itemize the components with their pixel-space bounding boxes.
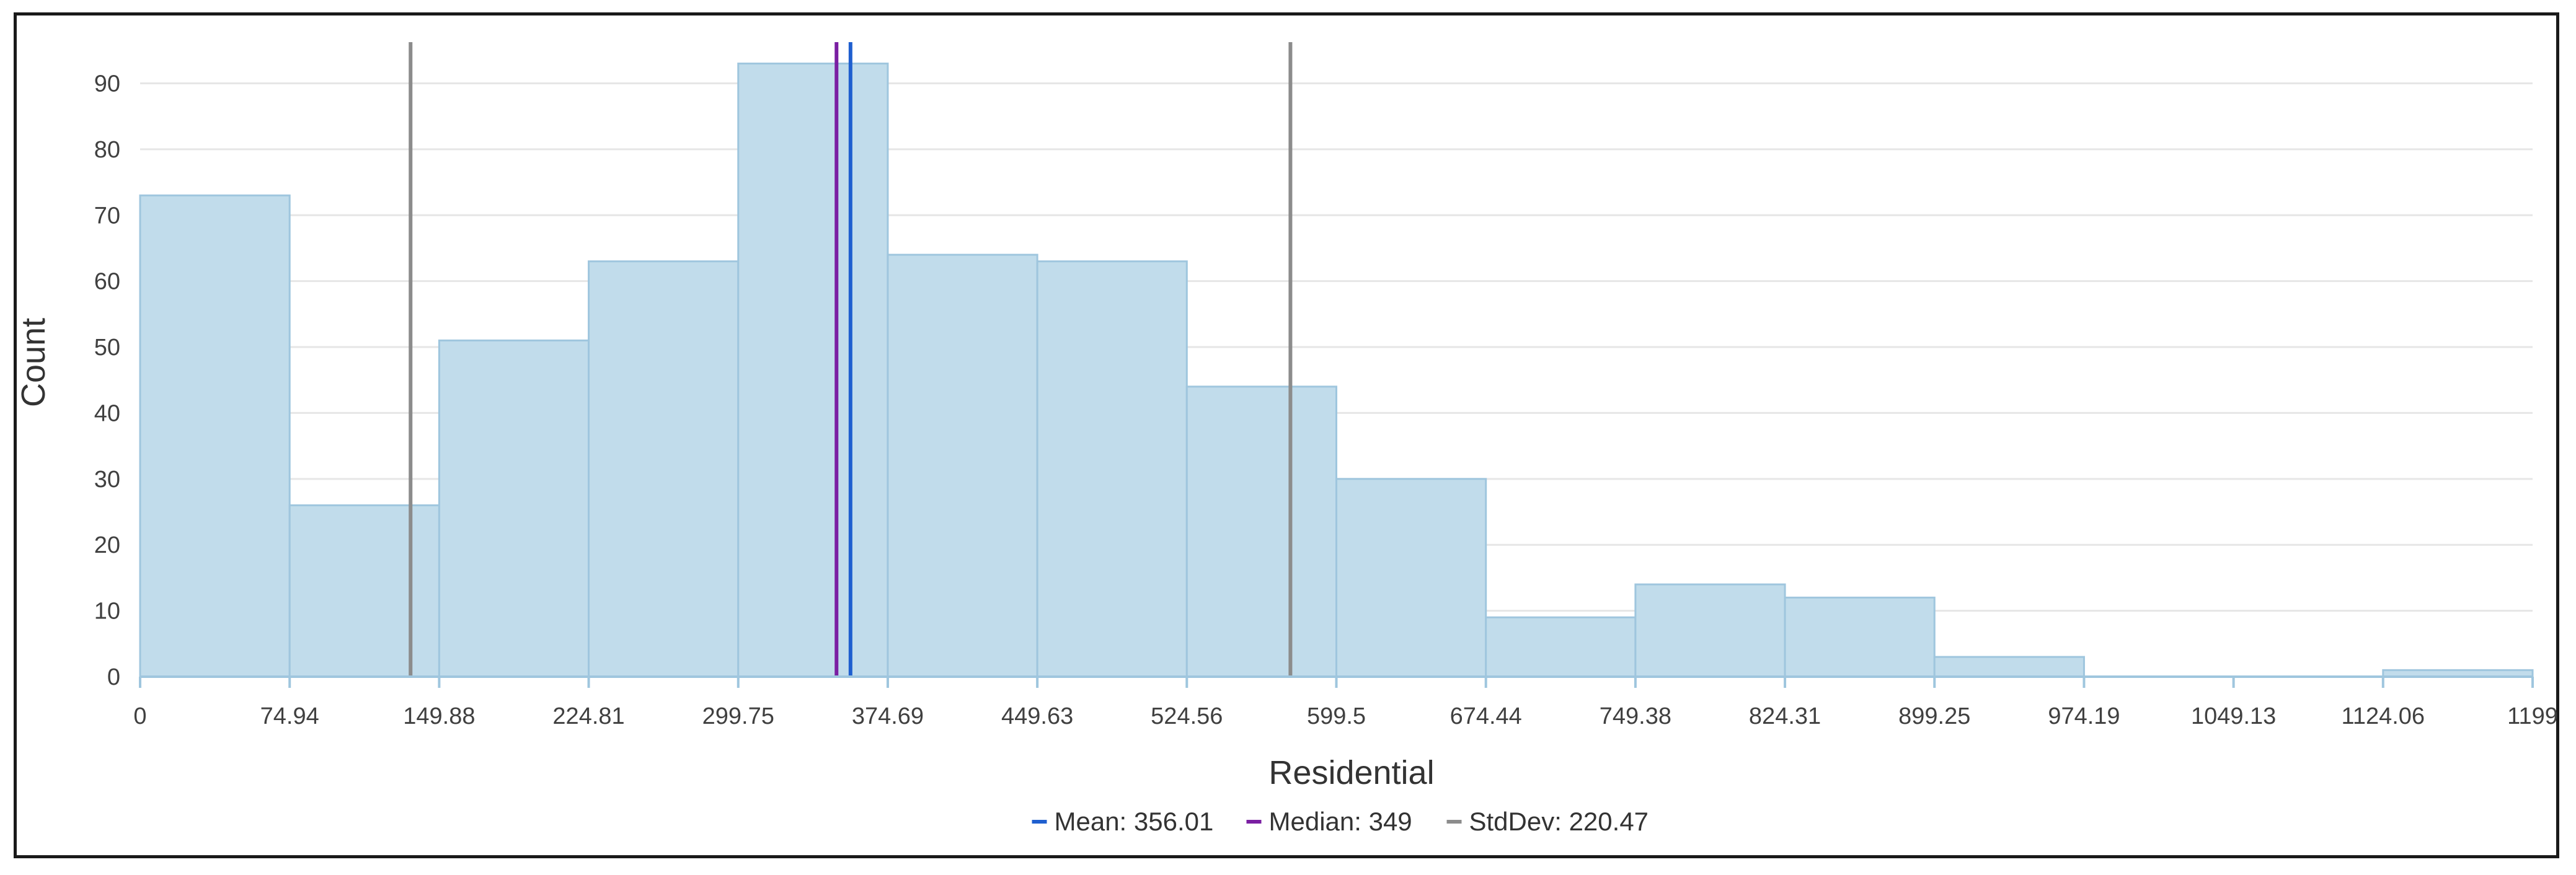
histogram-bar — [288, 504, 440, 678]
y-tick-label: 90 — [94, 71, 120, 97]
legend-label: StdDev: 220.47 — [1469, 807, 1649, 836]
x-tick-label: 374.69 — [852, 703, 924, 729]
y-tick-label: 30 — [94, 467, 120, 493]
histogram-bar — [1185, 385, 1337, 678]
histogram-bar — [1036, 260, 1188, 678]
histogram-bar — [1634, 583, 1786, 678]
y-tick-label: 60 — [94, 269, 120, 295]
histogram-bar — [438, 339, 590, 678]
y-tick-label: 80 — [94, 137, 120, 163]
y-tick-label: 70 — [94, 203, 120, 229]
x-tick-label: 974.19 — [2048, 703, 2120, 729]
bars-layer — [139, 63, 2534, 678]
histogram-bar — [1335, 478, 1487, 678]
x-tick-label: 0 — [133, 703, 146, 729]
x-tick-label: 749.38 — [1600, 703, 1671, 729]
histogram-bar — [1485, 616, 1637, 678]
y-tick-label: 40 — [94, 400, 120, 426]
histogram-bar — [737, 63, 889, 678]
y-axis-title: Count — [15, 318, 52, 407]
x-tick-label: 149.88 — [403, 703, 475, 729]
x-tick-label: 299.75 — [702, 703, 774, 729]
x-tick-label: 1049.13 — [2191, 703, 2276, 729]
histogram-bar — [139, 194, 291, 678]
x-tick-label: 524.56 — [1151, 703, 1223, 729]
legend-label: Mean: 356.01 — [1055, 807, 1214, 836]
reference-lines-layer — [409, 42, 1293, 677]
x-tick-label: 674.44 — [1450, 703, 1522, 729]
x-axis-title: Residential — [1268, 754, 1434, 791]
histogram-bar — [588, 260, 740, 678]
y-tick-label: 10 — [94, 599, 120, 625]
x-tick-label: 824.31 — [1749, 703, 1821, 729]
histogram-bar — [887, 253, 1038, 678]
legend: Mean: 356.01 Median: 349 StdDev: 220.47 — [1032, 807, 1649, 836]
y-tick-label: 0 — [107, 664, 120, 690]
y-tick-label: 50 — [94, 335, 120, 361]
histogram-bar — [1784, 596, 1936, 678]
legend-label: Median: 349 — [1269, 807, 1412, 836]
x-tick-label: 74.94 — [260, 703, 319, 729]
x-tick-label: 899.25 — [1898, 703, 1970, 729]
x-tick-label: 1124.06 — [2342, 703, 2425, 729]
axis-layer: 0 10 20 30 40 50 60 70 80 90 0 74.94 149.88 224.81 299… — [94, 71, 2558, 729]
x-tick-label: 224.81 — [552, 703, 624, 729]
x-tick-label: 449.63 — [1001, 703, 1073, 729]
x-tick-label: 599.5 — [1307, 703, 1366, 729]
y-tick-label: 20 — [94, 532, 120, 558]
histogram-bar — [1933, 656, 2085, 678]
x-tick-label: 1199 — [2507, 703, 2558, 729]
